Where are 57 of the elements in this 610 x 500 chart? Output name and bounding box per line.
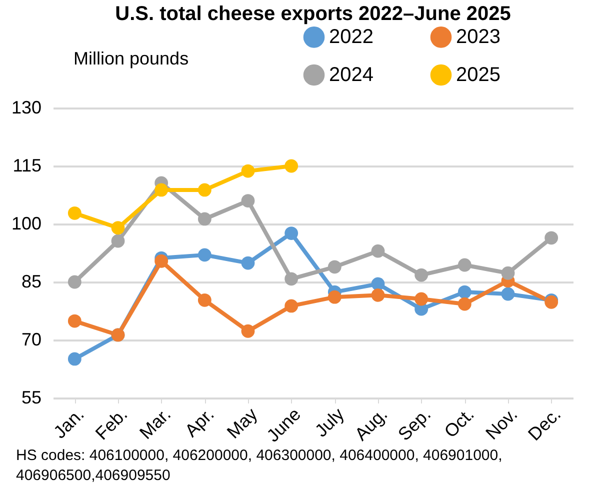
- point: [284, 226, 298, 240]
- legend-label: 2023: [456, 26, 500, 48]
- point: [458, 297, 472, 311]
- y-tick-label: 130: [11, 98, 42, 118]
- point: [328, 290, 342, 304]
- point: [68, 206, 82, 220]
- y-tick-label: 55: [21, 388, 42, 408]
- point: [198, 293, 212, 307]
- point: [111, 221, 125, 235]
- x-tick-label: Mar.: [136, 404, 175, 443]
- point: [544, 231, 558, 245]
- x-tick-label: Sep.: [394, 404, 435, 444]
- point: [241, 164, 255, 178]
- point: [68, 275, 82, 289]
- point: [241, 194, 255, 208]
- point: [154, 254, 168, 268]
- point: [284, 159, 298, 173]
- y-axis-title: Million pounds: [74, 48, 189, 68]
- x-tick-label: May: [223, 404, 262, 442]
- chart-title: U.S. total cheese exports 2022–June 2025: [115, 3, 511, 25]
- point: [458, 258, 472, 272]
- point: [198, 248, 212, 262]
- point: [111, 234, 125, 248]
- x-tick-label: Aug.: [350, 404, 392, 444]
- y-tick-label: 85: [21, 272, 42, 292]
- point: [501, 266, 515, 280]
- point: [198, 212, 212, 226]
- point: [68, 314, 82, 328]
- point: [414, 292, 428, 306]
- point: [284, 299, 298, 313]
- point: [241, 256, 255, 270]
- legend-label: 2024: [329, 64, 374, 86]
- x-tick-label: Feb.: [92, 404, 132, 444]
- x-tick-label: Oct.: [440, 404, 478, 442]
- y-tick-label: 115: [12, 156, 42, 176]
- legend-label: 2022: [329, 26, 374, 48]
- x-tick-label: Apr.: [181, 404, 218, 441]
- point: [241, 324, 255, 338]
- point: [458, 285, 472, 299]
- point: [198, 183, 212, 197]
- point: [284, 272, 298, 286]
- point: [371, 277, 385, 291]
- x-tick-label: Jan.: [50, 404, 88, 442]
- point: [371, 288, 385, 302]
- point: [154, 183, 168, 197]
- point: [501, 287, 515, 301]
- legend-label: 2025: [456, 64, 500, 86]
- y-tick-label: 100: [11, 214, 42, 234]
- x-tick-label: Nov.: [482, 404, 522, 444]
- point: [371, 244, 385, 258]
- point: [414, 268, 428, 282]
- text: HS codes: 406100000, 406200000, 406300000, 406400000, 406901000, 406906500,406909550: [16, 446, 504, 485]
- x-tick-label: Dec.: [524, 404, 565, 444]
- point: [68, 352, 82, 366]
- x-tick-label: July: [311, 404, 348, 441]
- y-tick-label: 70: [21, 330, 42, 350]
- point: [328, 260, 342, 274]
